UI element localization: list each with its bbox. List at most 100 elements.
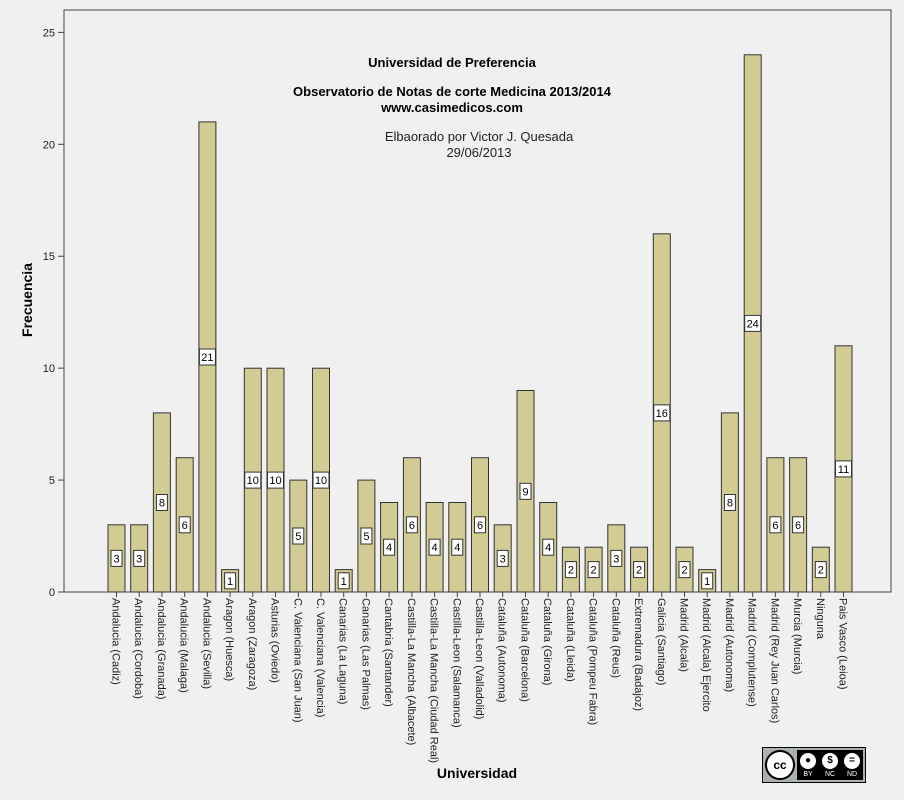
x-tick-label: Extremadura (Badajoz) [632,598,644,711]
y-axis-title: Frecuencia [19,263,35,337]
data-label: 3 [500,553,506,565]
data-label-box [744,314,762,332]
x-tick-label: Castilla-Leon (Salamanca) [450,598,462,728]
data-label: 4 [545,542,551,554]
x-tick-label: Canarias (La Laguna) [337,598,349,704]
data-label: 3 [113,553,119,565]
data-label: 6 [182,520,188,532]
data-label-box [653,404,671,422]
data-label: 10 [315,475,327,487]
x-tick-label: Madrid (Complutense) [746,598,758,707]
data-label: 2 [591,565,597,577]
data-label-box [155,494,168,511]
chart-subtitle-line-1: Observatorio de Notas de corte Medicina … [293,84,612,99]
x-tick-label: Aragon (Zaragoza) [246,598,258,690]
no-dollar-icon: $ [822,753,838,769]
x-tick-label: Cataluña (Girona) [541,598,553,685]
data-label-box [564,561,577,579]
data-label: 10 [269,475,281,487]
y-tick-label: 10 [43,363,55,375]
x-tick-label: Castilla-Leon (Valladolid) [473,598,485,719]
data-label: 11 [838,464,849,476]
data-label: 21 [201,352,213,364]
y-tick-label: 5 [49,475,55,487]
data-label: 4 [432,542,438,554]
chart-subtitle-line-2: www.casimedicos.com [380,100,523,115]
data-label: 6 [409,520,415,532]
data-label: 5 [363,531,369,543]
data-label: 3 [136,553,142,565]
data-label-box [451,538,464,556]
data-label: 2 [818,565,824,577]
y-tick-label: 0 [49,587,55,599]
chart-credit-line-2: 29/06/2013 [446,145,511,160]
data-label-box [769,516,782,534]
data-label-box [496,549,509,567]
license-label-nc: NC [824,771,836,778]
x-tick-label: Canarias (Las Palmas) [359,598,371,710]
x-tick-label: C. Valenciana (Valencia) [314,598,326,717]
data-label-box [383,538,396,556]
data-label-box [292,527,305,545]
data-label-box [701,572,714,590]
x-tick-label: Asturias (Oviedo) [269,598,281,683]
data-label: 2 [681,565,687,577]
data-label: 1 [341,576,347,588]
data-label-box [610,549,623,567]
data-label-box [133,549,146,567]
data-label: 1 [704,576,710,588]
data-label: 6 [477,520,483,532]
x-tick-label: Madrid (Autonoma) [723,598,735,692]
data-label: 10 [247,475,259,487]
cc-icon: cc [765,750,795,780]
data-label: 6 [795,520,801,532]
data-label: 4 [454,542,460,554]
x-tick-label: Madrid (Rey Juan Carlos) [768,598,780,723]
y-tick-label: 20 [43,139,55,151]
x-tick-label: Pais Vasco (Leioa) [837,598,849,690]
person-icon: ● [800,753,816,769]
x-tick-label: Andalucia (Malaga) [178,598,190,693]
x-tick-label: Madrid (Alcala) Ejercito [700,598,712,712]
data-label: 3 [613,553,619,565]
data-label: 16 [656,408,668,420]
data-label-box [519,482,532,500]
x-tick-label: Murcia (Murcia) [791,598,803,674]
data-label-box [224,572,237,590]
x-tick-label: Cataluña (Barcelona) [519,598,531,702]
data-label: 8 [159,498,165,510]
data-label: 6 [772,520,778,532]
x-tick-label: Andalucia (Granada) [155,598,167,700]
x-axis-title: Universidad [437,765,517,781]
data-label-box [178,516,191,534]
data-label: 2 [636,565,642,577]
data-label: 4 [386,542,392,554]
data-label-box [542,538,555,556]
x-tick-label: Cataluña (Autonoma) [496,598,508,703]
data-label-box [792,516,805,534]
y-axis: 0 5 10 15 20 25 [43,27,64,599]
data-label-box [428,538,441,556]
x-tick-label: Castilla-La Mancha (Ciudad Real) [428,598,440,763]
data-label: 24 [747,318,759,330]
x-tick-label: Cataluña (Lleida) [564,598,576,682]
cc-license-badge: cc ● $ = BY NC ND [762,747,866,783]
data-label-box [405,516,418,534]
data-label-box [312,471,330,489]
data-label-box [267,471,284,489]
license-label-nd: ND [846,771,858,778]
x-tick-label: Cataluña (Reus) [609,598,621,678]
data-label-box [337,572,350,590]
data-label: 5 [295,531,301,543]
data-label-box [835,460,852,478]
data-label-box [678,561,691,579]
data-label-box [633,561,646,579]
x-axis-labels: Andalucia (Cadiz) Andalucia (Cordoba) Anda… [110,592,849,763]
x-tick-label: Castilla-La Mancha (Albacete) [405,598,417,745]
data-label-box [198,348,216,366]
license-label-by: BY [803,771,813,778]
equals-icon: = [844,753,860,769]
x-tick-label: Cantabria (Santander) [382,598,394,707]
